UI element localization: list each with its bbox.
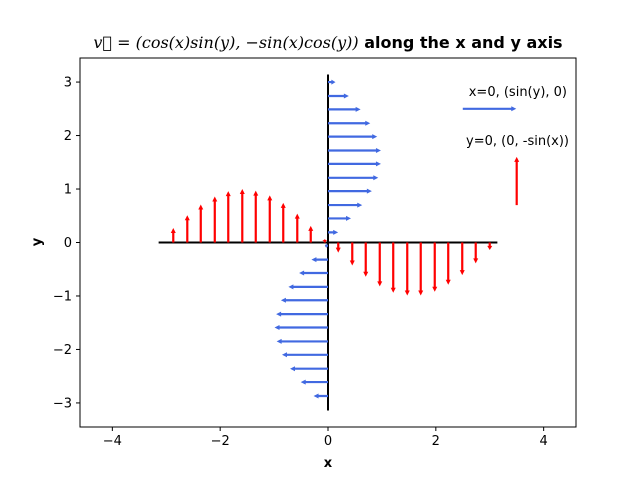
blue-arrow	[324, 243, 328, 249]
red-arrow	[198, 204, 204, 243]
y-tick-label: 1	[64, 183, 72, 198]
blue-arrow	[313, 393, 328, 399]
x-tick-label: 2	[432, 434, 440, 449]
red-arrow	[487, 242, 493, 250]
red-arrow-series	[170, 189, 493, 296]
blue-arrow	[276, 338, 328, 344]
red-arrow	[335, 242, 341, 253]
red-arrow	[445, 242, 451, 285]
blue-arrow	[281, 352, 328, 358]
blue-arrow	[328, 93, 349, 99]
x-axis-ticks: −4 −2 0 2 4	[103, 427, 548, 449]
y-tick-label: −2	[53, 343, 72, 358]
x-axis-label: x	[324, 456, 333, 471]
x-tick-label: −4	[103, 434, 122, 449]
red-arrow	[459, 242, 465, 276]
blue-arrow	[311, 257, 328, 263]
red-arrow	[308, 225, 314, 243]
red-arrow	[267, 195, 273, 243]
blue-arrow	[300, 379, 328, 385]
blue-arrow	[274, 325, 328, 331]
blue-arrow	[328, 79, 336, 85]
y-tick-label: 3	[64, 76, 72, 91]
red-arrow	[432, 242, 438, 292]
blue-arrow	[276, 311, 328, 317]
red-arrow	[363, 242, 369, 277]
legend-label-red: y=0, (0, -sin(x))	[466, 134, 569, 149]
chart-title-text: along the x and y axis	[359, 33, 563, 52]
legend-label-blue: x=0, (sin(y), 0)	[469, 85, 567, 100]
blue-arrow	[299, 270, 328, 276]
blue-arrow	[290, 366, 328, 372]
chart-title: v⃗ = (cos(x)sin(y), −sin(x)cos(y)) along…	[93, 33, 562, 52]
y-tick-label: 2	[64, 129, 72, 144]
red-arrow	[473, 242, 479, 264]
blue-arrow	[328, 161, 381, 167]
red-arrow	[390, 242, 396, 293]
legend-arrows	[462, 106, 520, 206]
red-arrow	[170, 228, 176, 243]
red-arrow	[349, 242, 355, 266]
red-arrow	[184, 215, 190, 243]
blue-arrow	[328, 106, 361, 112]
red-arrow	[418, 242, 424, 296]
blue-arrow	[328, 229, 339, 235]
red-arrow	[239, 189, 245, 243]
blue-arrow	[328, 188, 372, 194]
blue-arrow	[328, 120, 371, 126]
x-tick-label: −2	[211, 434, 230, 449]
red-arrow	[280, 202, 286, 243]
y-tick-label: −3	[53, 396, 72, 411]
x-tick-label: 0	[324, 434, 332, 449]
red-arrow	[322, 239, 328, 243]
y-tick-label: 0	[64, 236, 72, 251]
red-arrow	[225, 191, 231, 243]
y-axis-ticks: −3 −2 −1 0 1 2 3	[53, 76, 80, 411]
red-arrow	[294, 213, 300, 243]
y-tick-label: −1	[53, 289, 72, 304]
red-arrow	[253, 190, 259, 243]
red-arrow	[377, 242, 383, 287]
legend-arrow-red	[514, 156, 520, 206]
blue-arrow	[328, 175, 379, 181]
blue-arrow	[328, 134, 378, 140]
legend: x=0, (sin(y), 0) y=0, (0, -sin(x))	[462, 85, 569, 206]
x-tick-label: 4	[540, 434, 548, 449]
y-axis-label: y	[30, 237, 45, 246]
blue-arrow	[280, 297, 328, 303]
blue-arrow	[328, 215, 351, 221]
red-arrow	[404, 242, 410, 296]
blue-arrow-series	[274, 79, 381, 399]
blue-arrow	[328, 202, 363, 208]
chart-title-math: v⃗ = (cos(x)sin(y), −sin(x)cos(y))	[93, 33, 358, 52]
blue-arrow	[328, 148, 381, 154]
blue-arrow	[288, 284, 328, 290]
red-arrow	[212, 196, 218, 243]
legend-arrow-blue	[462, 106, 517, 112]
